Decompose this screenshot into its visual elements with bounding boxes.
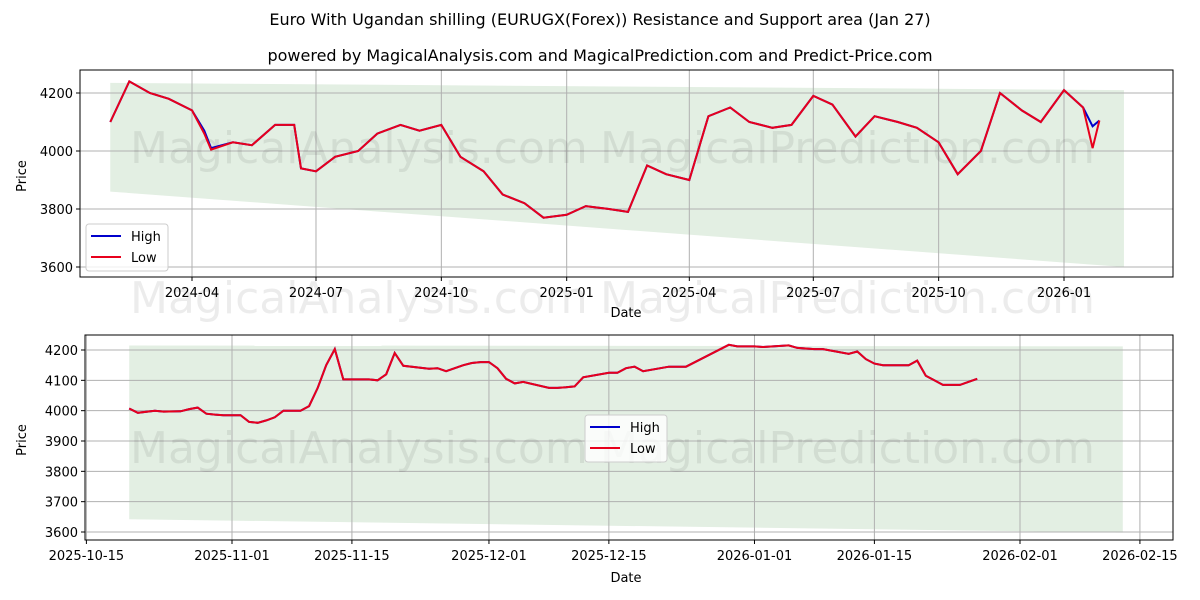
x-axis-label: Date	[610, 306, 641, 321]
y-tick-label: 3900	[45, 435, 78, 450]
y-tick-label: 4000	[40, 145, 73, 160]
x-tick-label: 2025-04	[662, 286, 716, 301]
x-tick-label: 2025-07	[786, 286, 840, 301]
x-tick-label: 2025-12-01	[451, 549, 527, 564]
x-tick-label: 2025-11-15	[314, 549, 390, 564]
watermark: MagicalAnalysis.com	[130, 273, 588, 324]
watermark: MagicalPrediction.com	[600, 123, 1095, 174]
y-tick-label: 4200	[45, 344, 78, 359]
x-tick-label: 2024-07	[289, 286, 343, 301]
x-tick-label: 2026-01	[1037, 286, 1091, 301]
watermark: MagicalPrediction.com	[600, 273, 1095, 324]
watermark: MagicalAnalysis.com	[130, 123, 588, 174]
top-chart: MagicalAnalysis.com MagicalPrediction.co…	[15, 69, 1174, 324]
x-tick-label: 2024-10	[414, 286, 468, 301]
y-tick-label: 3800	[45, 465, 78, 480]
x-tick-label: 2026-01-01	[717, 549, 793, 564]
support-resistance-band	[110, 82, 1124, 267]
bottom-ticks: 3600 3700 3800 3900 4000 4100 4200 2025-10-15 20…	[45, 344, 1178, 564]
x-tick-label: 2025-10	[911, 286, 965, 301]
y-tick-label: 4100	[45, 374, 78, 389]
legend-high-label: High	[630, 421, 660, 436]
watermark: MagicalPrediction.com	[600, 423, 1095, 474]
y-tick-label: 4000	[45, 405, 78, 420]
legend-low-label: Low	[131, 251, 157, 266]
y-tick-label: 3800	[40, 203, 73, 218]
top-legend: High Low	[85, 223, 169, 272]
x-tick-label: 2025-10-15	[49, 549, 125, 564]
x-axis-label: Date	[610, 571, 641, 586]
y-tick-label: 3700	[45, 496, 78, 511]
chart-title: Euro With Ugandan shilling (EURUGX(Forex…	[269, 10, 931, 29]
top-axes-frame	[79, 69, 1174, 278]
top-ticks: 3600 3800 4000 4200 2024-04 2024-07 2024-10 202…	[40, 87, 1091, 301]
chart-subtitle: powered by MagicalAnalysis.com and Magic…	[267, 46, 933, 65]
x-tick-label: 2024-04	[165, 286, 219, 301]
bottom-chart: MagicalAnalysis.com MagicalPrediction.co…	[15, 334, 1178, 586]
low-line	[128, 343, 978, 424]
bottom-axes-frame	[84, 334, 1174, 541]
low-line	[109, 79, 1101, 219]
x-tick-label: 2026-01-15	[837, 549, 913, 564]
y-axis-label: Price	[15, 424, 30, 456]
legend-low-label: Low	[630, 442, 656, 457]
x-tick-label: 2026-02-01	[982, 549, 1058, 564]
y-tick-label: 3600	[40, 261, 73, 276]
top-grid	[80, 70, 1173, 277]
x-tick-label: 2026-02-15	[1102, 549, 1178, 564]
x-tick-label: 2025-12-15	[571, 549, 647, 564]
x-tick-label: 2025-01	[540, 286, 594, 301]
y-tick-label: 3600	[45, 526, 78, 541]
x-tick-label: 2025-11-01	[194, 549, 270, 564]
bottom-grid	[85, 335, 1173, 540]
legend-high-label: High	[131, 230, 161, 245]
y-tick-label: 4200	[40, 87, 73, 102]
watermark: MagicalAnalysis.com	[130, 423, 588, 474]
bottom-legend: High Low	[584, 414, 668, 463]
y-axis-label: Price	[15, 160, 30, 192]
